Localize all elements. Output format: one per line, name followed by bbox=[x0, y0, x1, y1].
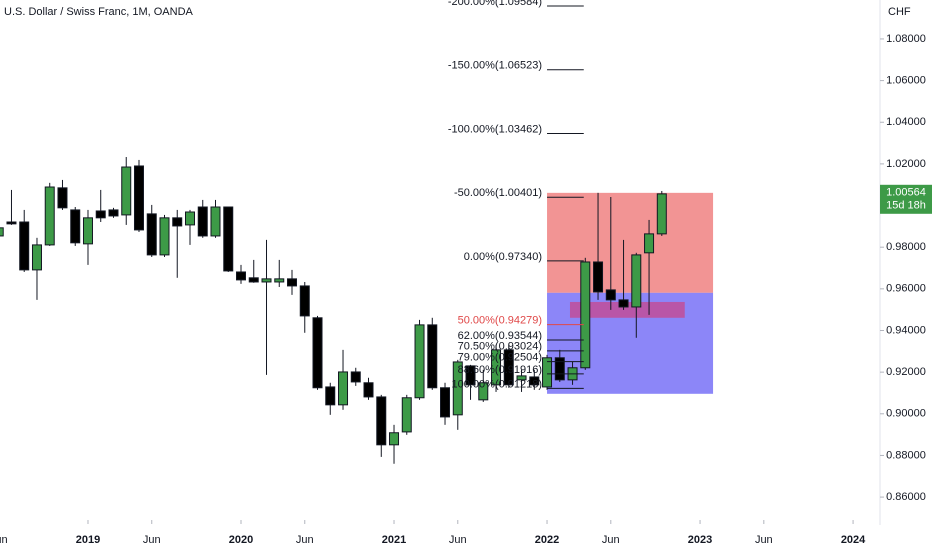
candle-body bbox=[95, 210, 106, 219]
candle-body bbox=[427, 324, 438, 389]
x-tick-label: Jun bbox=[143, 534, 161, 546]
candle-body bbox=[210, 206, 221, 237]
candle-body bbox=[44, 186, 55, 246]
candle-body bbox=[108, 209, 119, 217]
candle-body bbox=[631, 254, 642, 308]
x-tick-label: 2021 bbox=[382, 534, 406, 546]
candle-body bbox=[172, 217, 183, 227]
zone bbox=[547, 192, 714, 293]
candle-body bbox=[401, 397, 412, 433]
candle-body bbox=[465, 365, 476, 386]
chart-title: U.S. Dollar / Swiss Franc, 1M, OANDA bbox=[4, 6, 194, 18]
candle-body bbox=[6, 221, 17, 225]
candle-body bbox=[121, 166, 132, 216]
y-tick-label: 1.06000 bbox=[886, 74, 926, 86]
candle-body bbox=[312, 317, 323, 389]
y-tick-label: 0.86000 bbox=[886, 491, 926, 503]
x-tick-label: 2023 bbox=[688, 534, 712, 546]
candle-body bbox=[338, 371, 349, 406]
candle-body bbox=[31, 244, 42, 271]
x-tick-label: 2020 bbox=[229, 534, 253, 546]
candle-body bbox=[70, 209, 81, 244]
fib-label: -200.00%(1.09584) bbox=[448, 0, 542, 8]
candle-body bbox=[605, 289, 616, 301]
zone bbox=[569, 301, 685, 318]
candle-body bbox=[656, 193, 667, 235]
candle-body bbox=[236, 271, 247, 281]
x-tick-label: Jun bbox=[755, 534, 773, 546]
countdown-label: 15d 18h bbox=[886, 200, 926, 212]
y-tick-label: 1.04000 bbox=[886, 116, 926, 128]
last-price-label: 1.00564 bbox=[886, 187, 926, 199]
y-tick-label: 0.96000 bbox=[886, 283, 926, 295]
candle-body bbox=[376, 396, 387, 446]
candle-body bbox=[440, 387, 451, 418]
y-tick-label: 0.98000 bbox=[886, 241, 926, 253]
x-tick-label: 2024 bbox=[841, 534, 866, 546]
candle-body bbox=[185, 211, 196, 226]
x-tick-label: Jun bbox=[0, 534, 8, 546]
candle-body bbox=[414, 324, 425, 399]
y-tick-label: 1.08000 bbox=[886, 33, 926, 45]
fib-label: -100.00%(1.03462) bbox=[448, 123, 542, 135]
candle-body bbox=[554, 357, 565, 381]
fib-label: 50.00%(0.94279) bbox=[458, 315, 542, 327]
fib-label: 100.00%(0.91218) bbox=[452, 378, 543, 390]
candle-body bbox=[644, 233, 655, 254]
candle-body bbox=[197, 206, 208, 237]
candle-body bbox=[350, 371, 361, 383]
candle-body bbox=[82, 217, 93, 245]
candle-body bbox=[133, 165, 144, 231]
candle-body bbox=[516, 375, 527, 381]
y-tick-label: 0.94000 bbox=[886, 324, 926, 336]
candle-body bbox=[248, 277, 259, 283]
candle-body bbox=[287, 278, 298, 287]
candle-body bbox=[491, 349, 502, 386]
candle-body bbox=[159, 217, 170, 256]
candle-body bbox=[593, 261, 604, 293]
fib-label: 70.50%(0.93024) bbox=[458, 341, 542, 353]
fib-label: 88.60%(0.91916) bbox=[458, 364, 542, 376]
x-tick-label: Jun bbox=[602, 534, 620, 546]
candle-body bbox=[223, 206, 234, 272]
fib-label: 62.00%(0.93544) bbox=[458, 330, 542, 342]
candle-body bbox=[0, 227, 4, 237]
candle-body bbox=[261, 278, 272, 283]
candle-body bbox=[503, 349, 514, 386]
y-tick-label: 0.90000 bbox=[886, 408, 926, 420]
plot-area: -200.00%(1.09584) -150.00%(1.06523) -100.0… bbox=[0, 0, 714, 464]
candle-body bbox=[325, 386, 336, 406]
x-tick-label: 2019 bbox=[76, 534, 100, 546]
y-tick-label: 0.88000 bbox=[886, 449, 926, 461]
candle-body bbox=[274, 278, 285, 283]
fib-label: 79.00%(0.92504) bbox=[458, 352, 542, 364]
candle-body bbox=[389, 432, 400, 446]
candle-body bbox=[478, 382, 489, 401]
candle-body bbox=[529, 376, 540, 386]
fib-label: -150.00%(1.06523) bbox=[448, 60, 542, 72]
y-tick-label: 1.02000 bbox=[886, 158, 926, 170]
x-tick-label: Jun bbox=[296, 534, 314, 546]
candle-body bbox=[452, 361, 463, 416]
fib-label: 0.00%(0.97340) bbox=[464, 251, 542, 263]
fib-label: -50.00%(1.00401) bbox=[454, 187, 542, 199]
candle-body bbox=[57, 187, 68, 209]
candle-body bbox=[19, 221, 30, 271]
candle-body bbox=[363, 382, 374, 398]
candle-body bbox=[146, 213, 157, 256]
currency-label: CHF bbox=[888, 6, 911, 18]
x-tick-label: Jun bbox=[449, 534, 467, 546]
candle-body bbox=[299, 285, 310, 317]
x-tick-label: 2022 bbox=[535, 534, 559, 546]
y-tick-label: 0.92000 bbox=[886, 366, 926, 378]
candle-body bbox=[542, 357, 553, 388]
last-price-tag bbox=[880, 184, 932, 214]
candle-body bbox=[618, 299, 629, 308]
candle-body bbox=[580, 261, 591, 369]
